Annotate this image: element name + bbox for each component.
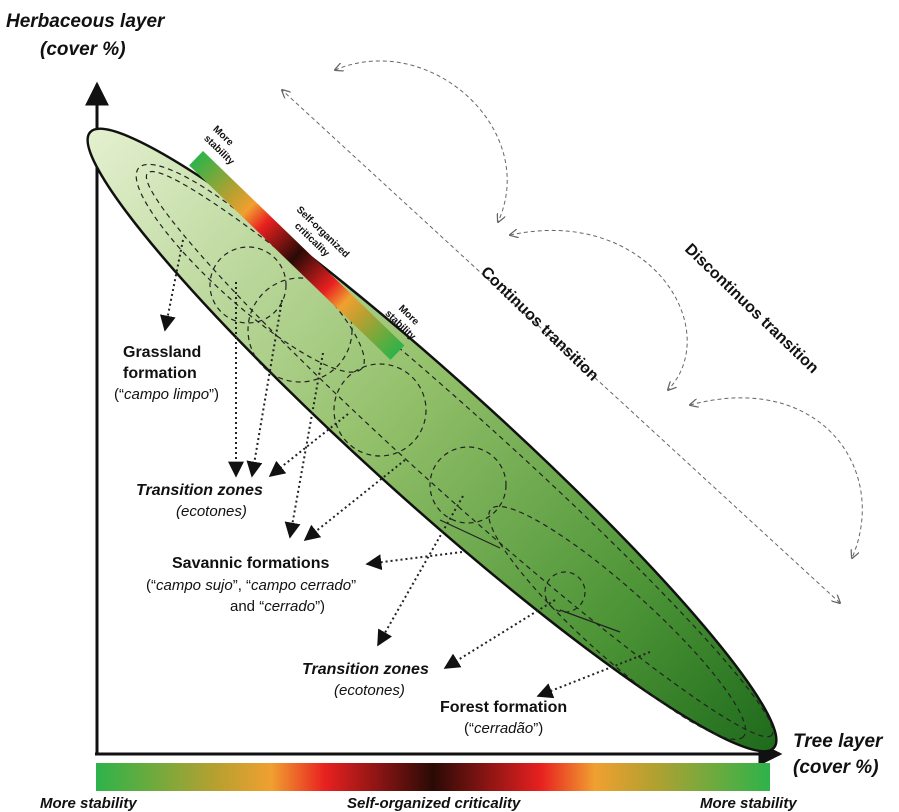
- y-axis-label-line2: (cover %): [40, 39, 126, 60]
- x-axis-label-line2: (cover %): [793, 757, 879, 778]
- bottom-left-label: More stability: [40, 795, 137, 812]
- forest-title: Forest formation: [440, 699, 567, 716]
- vegetation-ellipse: [86, 127, 778, 753]
- forest-subtitle: (“cerradão”): [464, 720, 543, 737]
- pointer-savannic-c: [365, 551, 463, 571]
- x-axis-label-line1: Tree layer: [793, 731, 884, 752]
- formation-labels: Grassland formation (“campo limpo”) Tran…: [114, 344, 567, 737]
- tick-2: [559, 609, 621, 633]
- pointer-savannic-a: [284, 352, 324, 539]
- grassland-title-line2: formation: [123, 365, 197, 382]
- savannic-subtitle-line1: (“campo sujo”, “campo cerrado”: [146, 577, 356, 594]
- tick-1: [439, 519, 501, 549]
- y-axis-label-line1: Herbaceous layer: [6, 11, 166, 32]
- discontinuous-arc-2: [510, 230, 688, 390]
- savannic-subtitle-line2: and “cerrado”): [230, 598, 325, 615]
- pointer-forest: [536, 651, 651, 699]
- pointer-transition2-b: [443, 599, 556, 669]
- pointer-transition1-c: [268, 413, 349, 477]
- transition1-title: Transition zones: [136, 482, 263, 499]
- axes: [85, 81, 783, 766]
- ellipse-body: [86, 127, 778, 753]
- grassland-subtitle: (“campo limpo”): [114, 386, 219, 403]
- transition-arrows: [282, 60, 863, 603]
- transition2-title: Transition zones: [302, 661, 429, 678]
- bottom-right-label: More stability: [700, 795, 797, 812]
- bottom-gradient-bar: [96, 763, 770, 791]
- continuous-transition-label: Continuos transition: [477, 264, 601, 385]
- pointer-grassland: [159, 239, 184, 332]
- solid-ticks: [439, 519, 621, 633]
- transition1-subtitle: (ecotones): [176, 503, 247, 520]
- pointer-lines: [159, 239, 651, 699]
- grassland-title-line1: Grassland: [123, 344, 201, 361]
- bottom-middle-label: Self-organized criticality: [347, 795, 521, 812]
- pointer-transition2-a: [377, 495, 464, 647]
- discontinuous-arc-1: [335, 60, 508, 222]
- discontinuous-transition-label: Discontinuos transition: [681, 241, 821, 377]
- pointer-savannic-b: [303, 459, 406, 541]
- transition2-subtitle: (ecotones): [334, 682, 405, 699]
- savannic-title: Savannic formations: [172, 555, 329, 572]
- discontinuous-arc-3: [690, 397, 863, 558]
